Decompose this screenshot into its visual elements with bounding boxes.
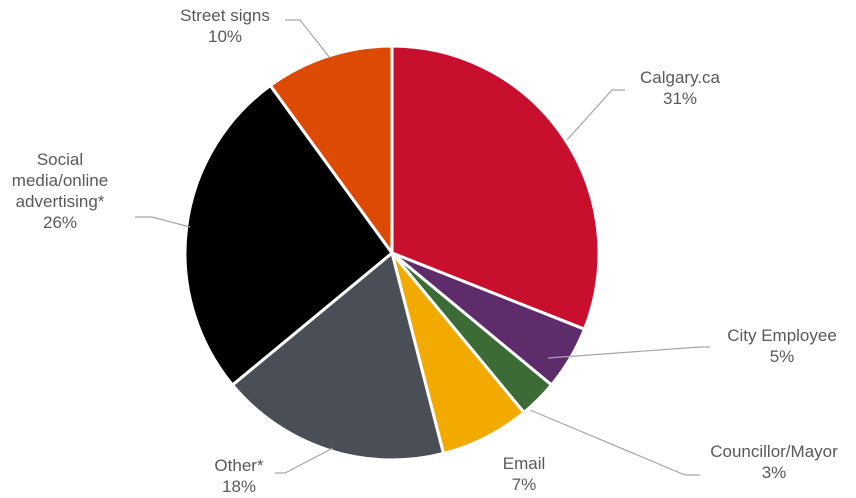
slice-value-label: 3% — [762, 463, 787, 482]
leader-line — [135, 216, 191, 228]
slice-label: Calgary.ca — [640, 68, 721, 87]
pie-slice-social-media-online-advertising — [183, 84, 394, 387]
leader-line — [529, 409, 700, 476]
leader-line — [547, 346, 710, 359]
slice-label: Email — [503, 454, 546, 473]
pie-slice-calgary-ca — [390, 44, 601, 331]
leader-line — [566, 89, 625, 141]
slice-value-label: 5% — [770, 347, 795, 366]
slice-label: Other* — [214, 456, 264, 475]
slice-value-label: 10% — [208, 27, 242, 46]
slice-value-label: 26% — [43, 213, 77, 232]
slice-value-label: 7% — [512, 475, 537, 494]
leader-line — [275, 447, 334, 474]
slice-value-label: 31% — [663, 89, 697, 108]
slice-label: Street signs — [180, 6, 270, 25]
slice-label: Social media/online advertising* — [12, 150, 108, 211]
pie-slice-other — [231, 251, 445, 462]
slice-value-label: 18% — [222, 477, 256, 496]
slice-label: City Employee — [727, 326, 837, 345]
slice-label: Councillor/Mayor — [710, 442, 838, 461]
leader-line — [285, 19, 331, 59]
